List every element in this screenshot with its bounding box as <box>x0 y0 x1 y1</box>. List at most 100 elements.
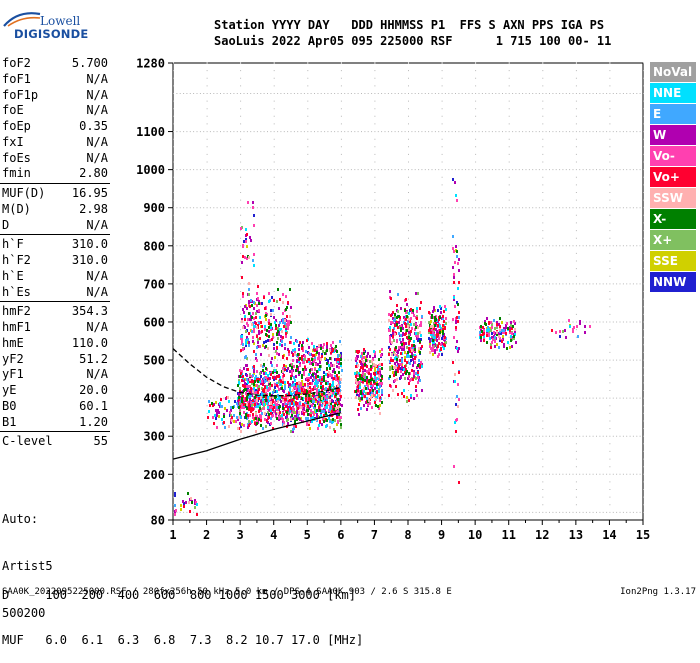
param-value: 354.3 <box>71 304 108 319</box>
profile-trace-dashed <box>172 348 342 397</box>
param-name: B0 <box>2 398 17 413</box>
legend-item-nnw: NNW <box>650 272 696 292</box>
param-row-c-level: C-level 55 <box>2 434 108 450</box>
param-row-d: D N/A <box>2 218 108 234</box>
logo-digisonde-text: DIGISONDE <box>14 27 89 41</box>
legend-item-vo-: Vo- <box>650 146 696 166</box>
x-tick-label: 5 <box>304 528 311 542</box>
param-row-ye: yE 20.0 <box>2 383 108 399</box>
param-name: foF1p <box>2 87 39 102</box>
x-tick-label: 11 <box>501 528 515 542</box>
param-row-foep: foEp 0.35 <box>2 119 108 135</box>
y-tick-label: 700 <box>143 277 165 291</box>
param-value: 55 <box>93 434 108 449</box>
param-row-hmf1: hmF1 N/A <box>2 320 108 336</box>
y-tick-label: 500 <box>143 354 165 368</box>
param-value: N/A <box>86 134 108 149</box>
param-row-h-e: h`E N/A <box>2 269 108 285</box>
y-tick-label: 80 <box>151 514 165 528</box>
x-tick-label: 10 <box>468 528 482 542</box>
x-tick-label: 9 <box>438 528 445 542</box>
param-name: foEs <box>2 150 31 165</box>
param-name: M(D) <box>2 201 31 216</box>
legend-item-x-: X- <box>650 209 696 229</box>
param-separator <box>0 431 110 433</box>
x-tick-label: 6 <box>337 528 344 542</box>
param-value: 1.20 <box>79 414 108 429</box>
echo-points <box>174 181 586 513</box>
param-name: h`E <box>2 268 24 283</box>
param-value: N/A <box>86 103 108 118</box>
param-value: 16.95 <box>71 186 108 200</box>
ionogram-chart: 1 2 3 4 5 6 7 8 9 10 11 12 13 14 158020030040050060070… <box>136 57 650 543</box>
legend-item-e: E <box>650 104 696 124</box>
param-name: h`F2 <box>2 253 31 267</box>
param-row-h-es: h`Es N/A <box>2 285 108 301</box>
param-row-b1: B1 1.20 <box>2 415 108 431</box>
distance-row: D 100 200 400 600 800 1000 1500 3000 [km… <box>2 588 357 602</box>
y-tick-label: 600 <box>143 315 165 329</box>
y-tick-label: 300 <box>143 430 165 444</box>
param-row-foe: foE N/A <box>2 103 108 119</box>
param-name: C-level <box>2 434 53 449</box>
param-row-hme: hmE 110.0 <box>2 336 108 352</box>
lowell-digisonde-logo: Lowell DIGISONDE <box>0 6 110 41</box>
param-name: hmF1 <box>2 320 31 334</box>
param-row-fof1: foF1 N/A <box>2 72 108 88</box>
param-value: 20.0 <box>79 383 108 397</box>
x-tick-label: 3 <box>237 528 244 542</box>
legend-item-x-: X+ <box>650 230 696 250</box>
param-name: D <box>2 217 10 232</box>
software-version: Ion2Png 1.3.17 <box>620 587 696 597</box>
auto-label: Auto: <box>2 511 39 526</box>
y-tick-label: 800 <box>143 239 165 253</box>
param-name: foF1 <box>2 71 31 86</box>
auto-artist: Artist5 <box>2 558 53 573</box>
param-row-hmf2: hmF2 354.3 <box>2 304 108 320</box>
x-tick-label: 14 <box>602 528 616 542</box>
param-value: N/A <box>86 268 108 283</box>
x-tick-label: 1 <box>169 528 176 542</box>
virtual-height-trace <box>172 411 342 460</box>
param-value: N/A <box>86 217 108 232</box>
muf-row: MUF 6.0 6.1 6.3 6.8 7.3 8.2 10.7 17.0 [M… <box>2 633 364 647</box>
legend-item-vo-: Vo+ <box>650 167 696 187</box>
logo-lowell-text: Lowell <box>40 14 81 28</box>
param-value: 0.35 <box>79 119 108 133</box>
param-name: yE <box>2 383 17 397</box>
y-tick-label: 1000 <box>136 163 165 177</box>
station-header-values: SaoLuis 2022 Apr05 095 225000 RSF 1 715 … <box>214 34 612 48</box>
param-name: fxI <box>2 134 24 149</box>
param-row-fmin: fmin 2.80 <box>2 166 108 182</box>
param-name: yF2 <box>2 351 24 366</box>
legend-item-sse: SSE <box>650 251 696 271</box>
distance-muf-table: D 100 200 400 600 800 1000 1500 3000 [km… <box>2 558 363 663</box>
x-tick-label: 4 <box>270 528 277 542</box>
x-tick-label: 12 <box>535 528 549 542</box>
param-value: N/A <box>86 320 108 334</box>
y-tick-label: 400 <box>143 392 165 406</box>
param-row-fof2: foF2 5.700 <box>2 56 108 72</box>
x-tick-label: 8 <box>404 528 411 542</box>
param-name: foE <box>2 103 24 118</box>
param-separator <box>0 234 110 236</box>
x-tick-label: 7 <box>371 528 378 542</box>
param-row-yf2: yF2 51.2 <box>2 352 108 368</box>
param-name: foEp <box>2 119 31 133</box>
param-name: B1 <box>2 414 17 429</box>
file-info-footer: SAA0K_2022095225000.RSF / 280fx256h 50 k… <box>2 587 452 597</box>
param-value: N/A <box>86 87 108 102</box>
param-name: hmE <box>2 335 24 350</box>
logo-swoosh-icon <box>3 12 41 27</box>
param-row-fxi: fxI N/A <box>2 135 108 151</box>
echo-points <box>183 233 553 516</box>
param-name: h`F <box>2 237 24 252</box>
param-value: N/A <box>86 150 108 165</box>
station-header-labels: Station YYYY DAY DDD HHMMSS P1 FFS S AXN… <box>214 18 605 32</box>
param-value: 5.700 <box>71 56 108 70</box>
param-row-yf1: yF1 N/A <box>2 367 108 383</box>
param-name: h`Es <box>2 284 31 299</box>
param-row-h-f: h`F 310.0 <box>2 237 108 253</box>
y-tick-label: 900 <box>143 201 165 215</box>
legend-item-ssw: SSW <box>650 188 696 208</box>
